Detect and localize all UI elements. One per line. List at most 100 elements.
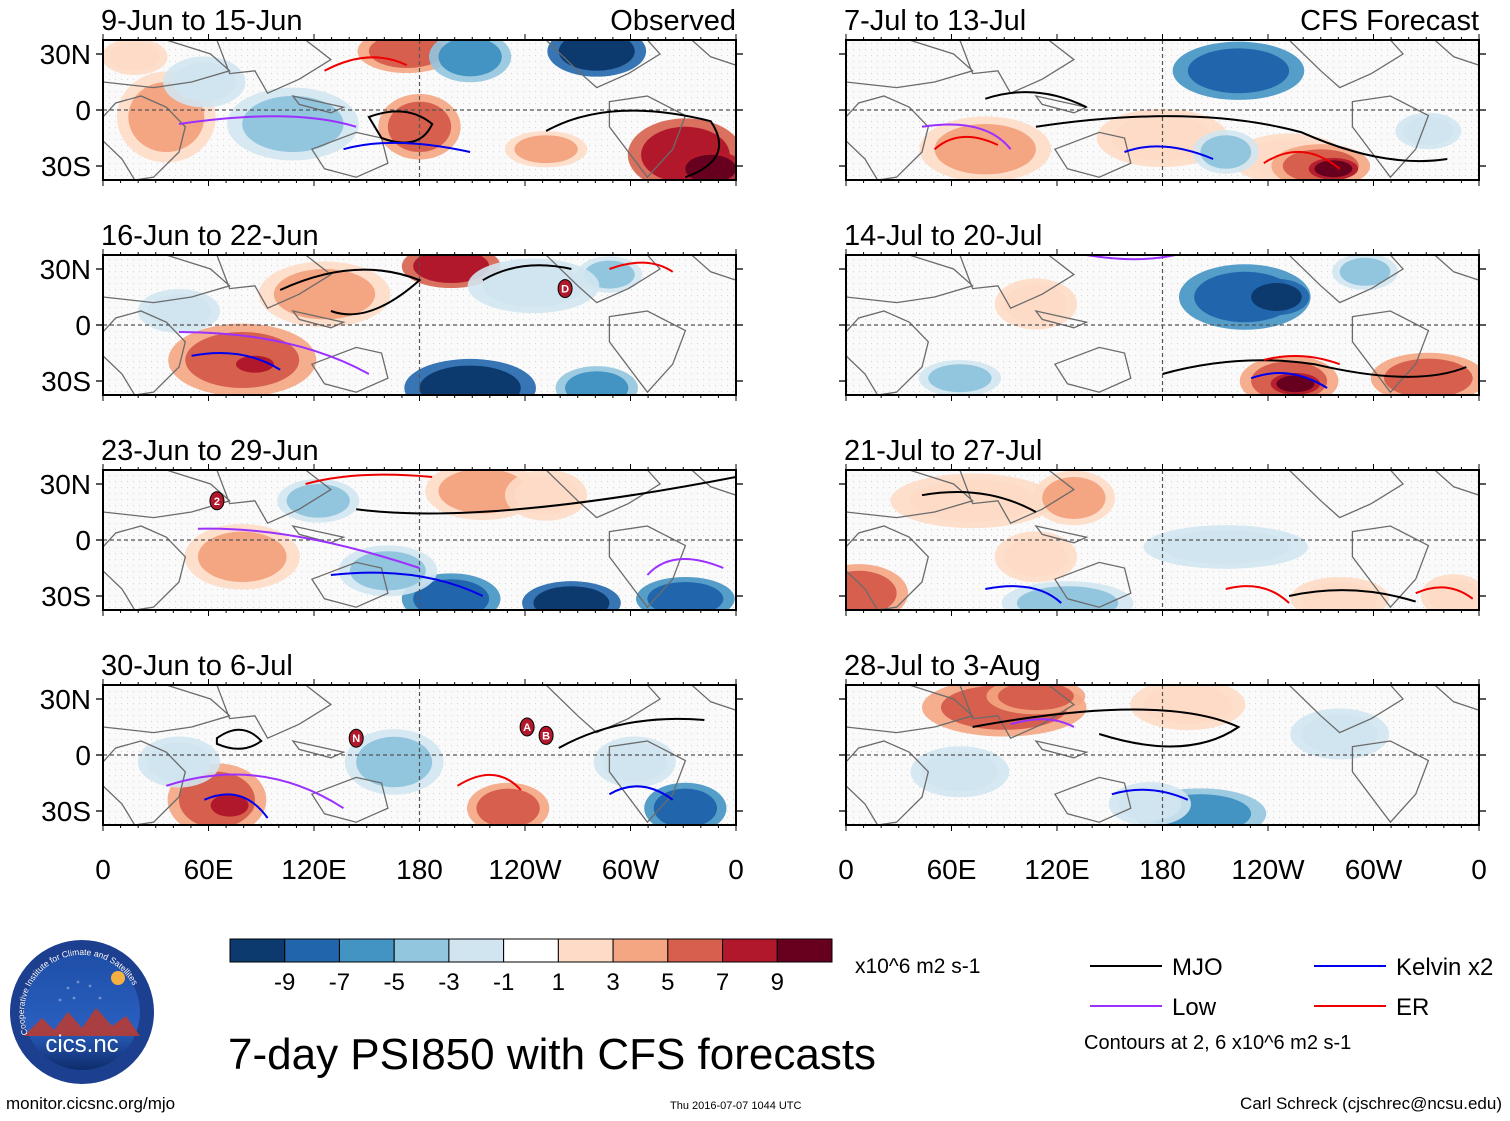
- anomaly-shading: [1384, 358, 1473, 395]
- observed-label: Observed: [610, 5, 736, 37]
- anomaly-shading: [349, 551, 426, 591]
- anomaly-shading: [533, 586, 610, 610]
- footer-author[interactable]: Carl Schreck (cjschrec@ncsu.edu): [1240, 1094, 1502, 1113]
- filter-contour: [1124, 145, 1214, 160]
- filter-contour: [165, 773, 345, 810]
- anomaly-shading: [368, 40, 445, 68]
- colorbar-tick-label: 7: [716, 969, 729, 996]
- anomaly-shading: [997, 685, 1074, 711]
- lon-tick-label: 0: [838, 854, 854, 885]
- coastline: [690, 470, 736, 496]
- coastline: [846, 310, 930, 395]
- coastline: [1433, 685, 1479, 711]
- filter-contour: [1250, 372, 1328, 389]
- coastline: [846, 525, 930, 610]
- filter-contour: [1035, 115, 1448, 163]
- colorbar-swatch: [448, 938, 505, 963]
- footer-url[interactable]: monitor.cicsnc.org/mjo: [6, 1094, 176, 1113]
- lon-tick-label: 0: [1471, 854, 1487, 885]
- panel-period-title: 14-Jul to 20-Jul: [844, 220, 1042, 252]
- storm-marker: [557, 279, 573, 299]
- colorbar-tick-label: 5: [661, 969, 674, 996]
- anomaly-shading: [514, 135, 578, 164]
- map-panel: [96, 249, 743, 401]
- filter-contour: [456, 773, 522, 791]
- anomaly-shading: [1200, 135, 1252, 169]
- anomaly-shading: [1004, 537, 1068, 577]
- map-panel: [839, 464, 1486, 616]
- legend-item-label: MJO: [1172, 954, 1223, 981]
- colorbar-tick-label: -7: [329, 969, 350, 996]
- anomaly-shading: [1314, 160, 1353, 178]
- filter-contour: [482, 264, 572, 282]
- coastline: [545, 255, 662, 304]
- lat-tick-label: 30S: [41, 796, 91, 827]
- coastline: [959, 255, 1076, 310]
- anomaly-shading: [1187, 48, 1290, 94]
- map-panel: [839, 34, 1486, 186]
- anomaly-shading: [846, 570, 897, 610]
- anomaly-shading: [356, 736, 433, 788]
- storm-marker-label: 2: [214, 496, 220, 508]
- filter-contour: [1288, 589, 1416, 603]
- coastline: [310, 561, 389, 608]
- panel-period-title: 9-Jun to 15-Jun: [101, 5, 303, 37]
- filter-contour: [191, 351, 281, 371]
- cics-logo: cics.nc: [10, 940, 154, 1084]
- footer-timestamp: Thu 2016-07-07 1044 UTC: [670, 1100, 802, 1112]
- colorbar-swatch: [229, 938, 286, 963]
- coastline: [103, 40, 231, 89]
- anomaly-shading: [1339, 257, 1391, 286]
- colorbar-tick-label: -1: [493, 969, 514, 996]
- storm-marker-label: B: [542, 730, 550, 742]
- filter-contour: [921, 491, 1037, 513]
- anomaly-shading: [565, 371, 629, 395]
- legend-item-label: Low: [1172, 994, 1217, 1021]
- logo-text: cics.nc: [45, 1031, 118, 1058]
- lon-tick-label: 0: [95, 854, 111, 885]
- anomaly-shading: [482, 264, 585, 307]
- filter-contour: [608, 785, 674, 801]
- anomaly-shading: [1428, 579, 1479, 610]
- filter-contour: [558, 717, 705, 749]
- coastline: [1053, 776, 1132, 823]
- map-panel: [839, 249, 1486, 401]
- coastline: [1433, 255, 1479, 281]
- anomaly-shading: [1042, 477, 1106, 519]
- filter-contour: [1162, 359, 1467, 378]
- coastline: [545, 470, 662, 519]
- contour-note: Contours at 2, 6 x10^6 m2 s-1: [1084, 1032, 1352, 1054]
- coastline: [1351, 525, 1430, 609]
- anomaly-shading: [210, 794, 249, 817]
- storm-marker-label: N: [352, 733, 360, 745]
- colorbar: -9 -7 -5 -3 -1 1 3 5 7 9: [229, 938, 833, 996]
- filter-contour: [178, 115, 357, 128]
- panel-period-title: 30-Jun to 6-Jul: [101, 650, 293, 682]
- anomaly-shading: [647, 582, 724, 610]
- colorbar-tick-label: 1: [552, 969, 565, 996]
- filter-contour: [1111, 788, 1189, 801]
- lat-tick-label: 30N: [40, 254, 91, 285]
- coastline: [216, 255, 333, 310]
- lon-tick-label: 120E: [281, 854, 346, 885]
- coastline: [545, 685, 662, 734]
- lat-tick-label: 30S: [41, 366, 91, 397]
- filter-contour: [921, 123, 1012, 150]
- coastline: [1288, 255, 1405, 304]
- anomaly-shading: [197, 531, 287, 582]
- lon-tick-label: 180: [1139, 854, 1186, 885]
- filter-contour: [1263, 151, 1341, 170]
- panel-period-title: 7-Jul to 13-Jul: [844, 5, 1026, 37]
- coastline: [216, 470, 333, 525]
- anomaly-shading: [109, 42, 160, 71]
- coastline: [608, 310, 687, 394]
- coastline: [103, 310, 187, 395]
- lat-tick-label: 30N: [40, 469, 91, 500]
- coastline: [846, 95, 930, 180]
- coastline: [846, 685, 974, 734]
- coastline: [103, 470, 231, 519]
- colorbar-tick-label: -5: [384, 969, 405, 996]
- legend: MJO Kelvin x2 Low ER: [1090, 954, 1493, 1021]
- filter-contour: [972, 708, 1241, 748]
- coastline: [608, 740, 687, 824]
